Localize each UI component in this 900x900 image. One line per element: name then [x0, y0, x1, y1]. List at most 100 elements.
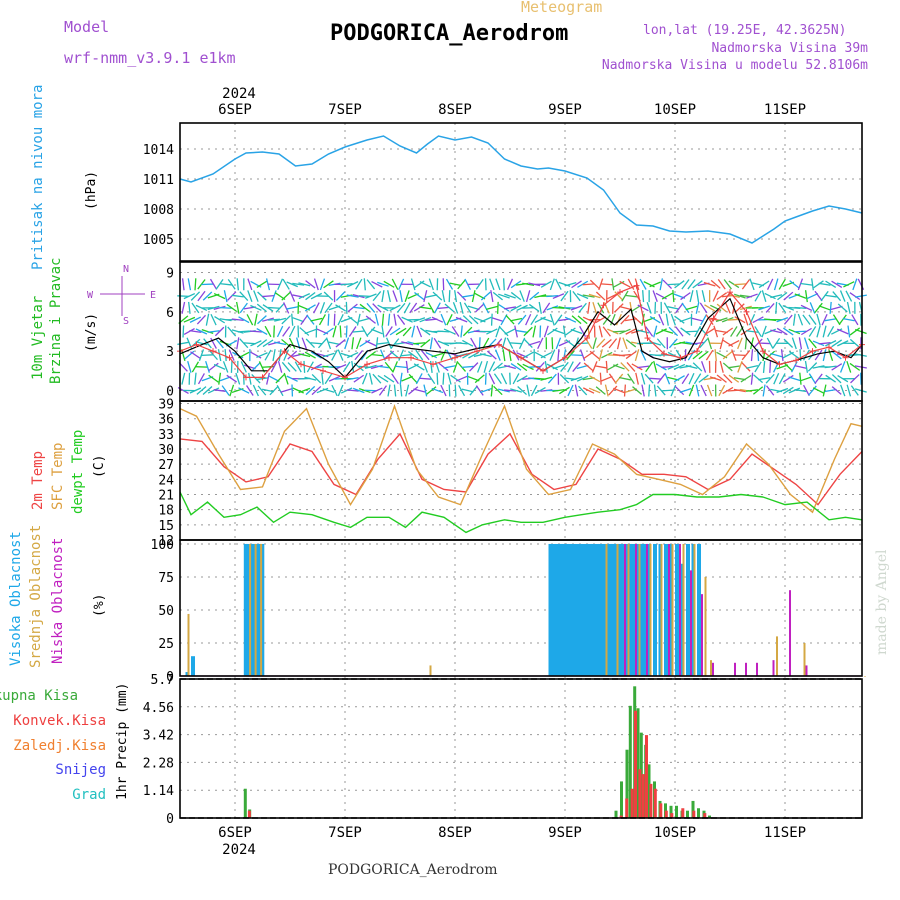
precip-total-bar — [647, 764, 651, 818]
sfc-temp-label: SFC Temp — [50, 443, 66, 510]
cloud-high-bar — [249, 543, 254, 676]
wind-arrow — [808, 385, 817, 396]
wind-arrow — [639, 278, 647, 290]
wind-arrow — [559, 386, 570, 395]
wind-arrow — [222, 361, 229, 373]
wind-arrow — [301, 337, 308, 350]
wind-arrow — [598, 349, 603, 362]
precip-total-bar — [628, 705, 632, 818]
wind-arrow — [523, 326, 533, 337]
wind-arrow — [431, 352, 444, 358]
wind-arrow — [722, 350, 733, 360]
wind-arrow — [274, 341, 287, 346]
precip-conv-bar — [645, 735, 648, 818]
wind-arrow — [304, 328, 317, 335]
precip-conv-bar — [653, 788, 657, 818]
wind-arrow — [662, 279, 673, 289]
wind-arrow — [298, 353, 311, 358]
wind-arrow — [454, 384, 457, 397]
precip-total-bar — [625, 749, 629, 818]
wind-arrow — [236, 278, 239, 291]
wind-arrow — [462, 339, 474, 347]
wind-arrow — [540, 317, 553, 323]
precip-conv-bar — [692, 810, 696, 818]
cloud-mid-bar — [710, 660, 712, 676]
wind-arrow — [292, 317, 305, 323]
wind-arrow — [493, 338, 503, 349]
wind-arrow — [498, 304, 510, 312]
cloud-mid-bar — [864, 676, 866, 677]
wind-arrow — [766, 337, 774, 349]
wind-arrow — [334, 364, 347, 370]
wind-arrow — [494, 349, 501, 361]
wind-arrow — [571, 280, 582, 289]
wind-arrow — [226, 303, 237, 312]
wind-arrow — [692, 362, 703, 372]
wind-arrow — [423, 384, 428, 397]
temp-2m-label: 2m Temp — [30, 451, 46, 510]
wind-arrow — [337, 349, 344, 361]
wind-arrow — [775, 301, 778, 314]
wind-arrow — [619, 328, 631, 335]
wind-arrow — [758, 305, 770, 311]
precip-total-bar — [675, 805, 678, 818]
wind-arrow — [789, 280, 800, 289]
wind-arrow — [608, 373, 617, 384]
cloud-mid-bar — [605, 543, 608, 676]
wind-arrow — [480, 316, 492, 323]
wind-arrow — [273, 325, 275, 338]
wind-arrow — [447, 372, 452, 385]
wind-arrow — [504, 328, 516, 335]
cloud-high-bar — [574, 543, 579, 676]
wind-arrow — [552, 293, 565, 300]
wind-arrow — [207, 305, 220, 311]
wind-arrow — [597, 302, 605, 314]
watermark: made by Angel — [874, 549, 890, 656]
y-tick-label: 0 — [166, 385, 174, 400]
cloud-high-bar — [558, 543, 563, 676]
wind-arrow — [687, 279, 696, 290]
wind-arrow — [640, 372, 646, 385]
wind-arrow — [440, 384, 447, 397]
wind-arrow — [239, 291, 249, 301]
wind-arrow — [448, 290, 451, 303]
wind-arrow — [415, 373, 423, 385]
wind-arrow — [675, 326, 684, 337]
wind-arrow — [300, 314, 309, 325]
wind-arrow — [765, 373, 775, 384]
wind-arrow — [814, 290, 823, 302]
wind-arrow — [503, 306, 517, 310]
wind-arrow — [832, 291, 842, 302]
wind-arrow — [252, 384, 259, 397]
wind-arrow — [852, 278, 858, 291]
cloud-low-bar — [772, 660, 775, 676]
wind-arrow — [190, 291, 201, 301]
wind-arrow — [238, 316, 250, 324]
wind-arrow — [366, 279, 376, 290]
wind-arrow — [305, 338, 316, 349]
wind-arrow — [741, 362, 751, 372]
wind-arrow — [405, 360, 409, 373]
wind-arrow — [623, 384, 627, 397]
wind-arrow — [298, 293, 311, 300]
wind-arrow — [722, 386, 734, 395]
wind-arrow — [189, 316, 202, 323]
wind-arrow — [544, 360, 548, 373]
wind-arrow — [602, 314, 611, 325]
wind-arrow — [413, 304, 425, 312]
wind-arrow — [822, 349, 827, 362]
wind-arrow — [391, 373, 399, 385]
cloud-high-bar — [594, 543, 599, 676]
wind-arrow — [614, 373, 624, 384]
wind-arrow — [849, 338, 860, 348]
wind-arrow — [187, 360, 192, 373]
wind-arrow — [304, 304, 316, 312]
wind-arrow — [189, 329, 202, 334]
wind-arrow — [455, 342, 468, 345]
wind-arrow — [693, 373, 702, 385]
wind-arrow — [705, 349, 714, 361]
wind-arrow — [352, 387, 365, 394]
wind-arrow — [372, 291, 382, 302]
precip-total-bar — [243, 788, 247, 818]
wind-arrow — [673, 375, 685, 383]
